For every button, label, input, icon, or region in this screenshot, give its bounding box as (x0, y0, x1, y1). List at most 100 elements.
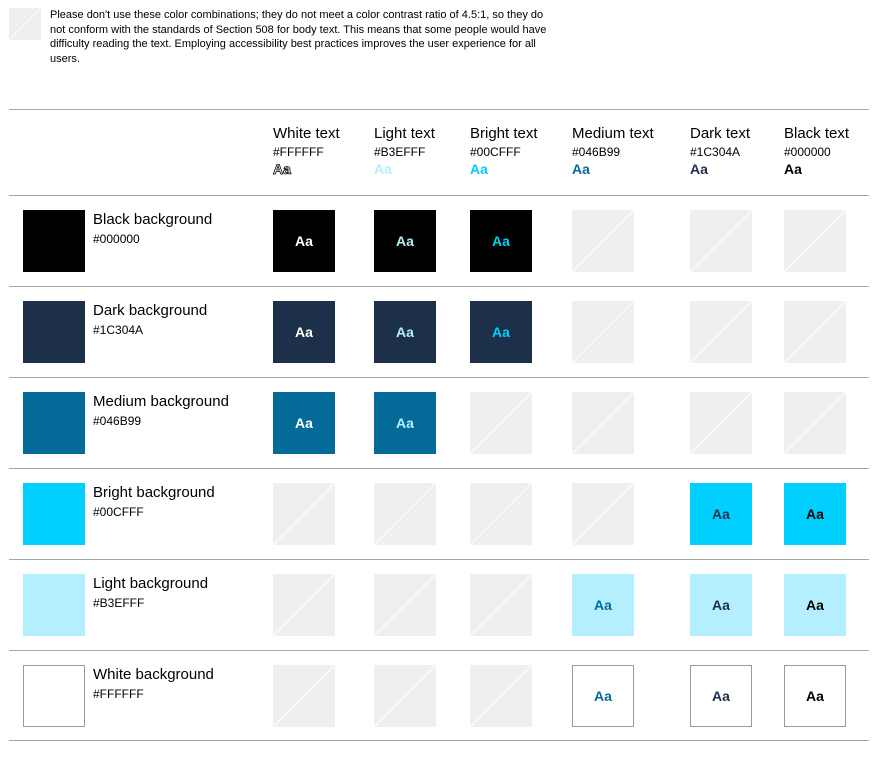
unavailable-icon (470, 574, 532, 636)
row-divider (9, 740, 869, 741)
column-name: Medium text (572, 125, 654, 142)
table-top-divider (9, 109, 869, 110)
row-hex: #046B99 (93, 414, 142, 428)
table-row: Dark background #1C304A Aa Aa Aa (0, 301, 880, 391)
background-swatch (23, 665, 85, 727)
column-sample: Aa (572, 161, 590, 177)
column-sample: Aa (470, 161, 488, 177)
no-contrast-icon (9, 8, 41, 40)
row-name: Dark background (93, 302, 208, 319)
background-swatch (23, 210, 85, 272)
column-name: Bright text (470, 125, 538, 142)
unavailable-icon (470, 483, 532, 545)
unavailable-icon (572, 392, 634, 454)
table-row: Black background #000000 Aa Aa Aa (0, 210, 880, 300)
combination-sample: Aa (374, 210, 436, 272)
column-sample: Aa (690, 161, 708, 177)
combination-sample: Aa (374, 392, 436, 454)
unavailable-icon (784, 210, 846, 272)
column-name: White text (273, 125, 340, 142)
row-label: Light background #B3EFFF (93, 575, 208, 611)
row-name: Bright background (93, 484, 215, 501)
combination-sample: Aa (572, 574, 634, 636)
background-swatch (23, 574, 85, 636)
unavailable-icon (470, 392, 532, 454)
combination-sample: Aa (273, 210, 335, 272)
unavailable-icon (374, 483, 436, 545)
column-header: White text #FFFFFF Aa (273, 125, 340, 177)
unavailable-icon (690, 301, 752, 363)
unavailable-icon (273, 483, 335, 545)
background-swatch (23, 392, 85, 454)
combination-sample: Aa (690, 574, 752, 636)
unavailable-icon (784, 392, 846, 454)
row-label: Medium background #046B99 (93, 393, 229, 429)
row-hex: #00CFFF (93, 505, 144, 519)
column-hex: #000000 (784, 145, 831, 159)
row-name: White background (93, 666, 214, 683)
unavailable-icon (690, 392, 752, 454)
unavailable-icon (572, 301, 634, 363)
column-name: Light text (374, 125, 435, 142)
row-divider (9, 468, 869, 469)
row-name: Black background (93, 211, 213, 228)
unavailable-icon (374, 574, 436, 636)
unavailable-icon (470, 665, 532, 727)
table-row: Bright background #00CFFF Aa Aa (0, 483, 880, 573)
column-sample: Aa (374, 161, 392, 177)
table-row: Light background #B3EFFF Aa Aa Aa (0, 574, 880, 664)
column-sample: Aa (273, 161, 292, 178)
row-label: White background #FFFFFF (93, 666, 214, 702)
unavailable-icon (273, 665, 335, 727)
row-hex: #1C304A (93, 323, 144, 337)
combination-sample: Aa (273, 392, 335, 454)
combination-sample: Aa (784, 483, 846, 545)
unavailable-icon (572, 210, 634, 272)
column-header: Black text #000000 Aa (784, 125, 849, 177)
row-name: Light background (93, 575, 209, 592)
combination-sample: Aa (374, 301, 436, 363)
column-hex: #00CFFF (470, 145, 521, 159)
column-header: Light text #B3EFFF Aa (374, 125, 435, 177)
table-row: White background #FFFFFF Aa Aa Aa (0, 665, 880, 755)
unavailable-icon (374, 665, 436, 727)
row-label: Black background #000000 (93, 211, 212, 247)
combination-sample: Aa (572, 665, 634, 727)
combination-sample: Aa (690, 483, 752, 545)
combination-sample: Aa (470, 301, 532, 363)
background-swatch (23, 483, 85, 545)
column-sample: Aa (784, 161, 802, 177)
row-divider (9, 377, 869, 378)
table-row: Medium background #046B99 Aa Aa (0, 392, 880, 482)
row-name: Medium background (93, 393, 229, 410)
column-hex: #1C304A (690, 145, 741, 159)
column-header: Bright text #00CFFF Aa (470, 125, 538, 177)
combination-sample: Aa (470, 210, 532, 272)
row-divider (9, 650, 869, 651)
unavailable-icon (572, 483, 634, 545)
row-hex: #000000 (93, 232, 140, 246)
column-hex: #FFFFFF (273, 145, 324, 159)
column-header: Dark text #1C304A Aa (690, 125, 750, 177)
row-hex: #FFFFFF (93, 687, 144, 701)
background-swatch (23, 301, 85, 363)
row-divider (9, 286, 869, 287)
unavailable-icon (784, 301, 846, 363)
row-divider (9, 559, 869, 560)
row-hex: #B3EFFF (93, 596, 145, 610)
column-hex: #046B99 (572, 145, 621, 159)
column-name: Dark text (690, 125, 751, 142)
column-header: Medium text #046B99 Aa (572, 125, 654, 177)
row-label: Bright background #00CFFF (93, 484, 215, 520)
combination-sample: Aa (784, 665, 846, 727)
contrast-note-text: Please don't use these color combination… (50, 9, 547, 65)
column-name: Black text (784, 125, 850, 142)
combination-sample: Aa (690, 665, 752, 727)
combination-sample: Aa (784, 574, 846, 636)
combination-sample: Aa (273, 301, 335, 363)
unavailable-icon (690, 210, 752, 272)
row-divider (9, 195, 869, 196)
unavailable-icon (273, 574, 335, 636)
column-hex: #B3EFFF (374, 145, 426, 159)
row-label: Dark background #1C304A (93, 302, 207, 338)
